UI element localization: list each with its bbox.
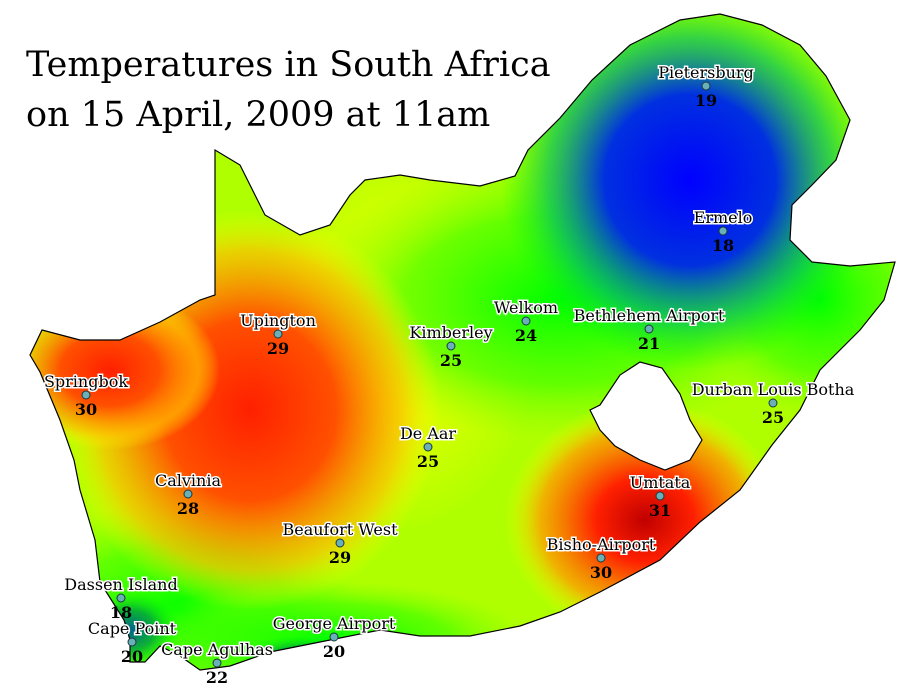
- station-springbok: Springbok 30: [42, 371, 129, 420]
- station-calvinia: Calvinia 28: [153, 470, 222, 519]
- station-temperature: 20: [323, 642, 345, 661]
- station-beaufort-west: Beaufort West 29: [281, 519, 400, 568]
- station-name: Upington: [240, 311, 316, 330]
- station-name: Dassen Island: [64, 575, 177, 594]
- station-temperature: 21: [638, 334, 660, 353]
- station-marker: [446, 341, 456, 351]
- station-temperature: 22: [206, 668, 228, 687]
- station-name: Beaufort West: [282, 520, 398, 539]
- station-name: Calvinia: [155, 471, 221, 490]
- map-title: Temperatures in South Africa on 15 April…: [26, 40, 551, 140]
- station-marker: [273, 329, 283, 339]
- station-welkom: Welkom 24: [492, 297, 559, 346]
- station-name: George Airport: [273, 614, 396, 633]
- station-marker: [423, 442, 433, 452]
- station-de-aar: De Aar 25: [398, 423, 457, 472]
- station-name: Ermelo: [694, 208, 753, 227]
- station-name: Umtata: [630, 473, 691, 492]
- station-umtata: Umtata 31: [628, 472, 692, 521]
- station-marker: [329, 632, 339, 642]
- station-name: Pietersburg: [658, 63, 754, 82]
- station-temperature: 30: [75, 400, 97, 419]
- station-marker: [768, 398, 778, 408]
- station-temperature: 31: [649, 501, 671, 520]
- station-marker: [116, 593, 126, 603]
- station-marker: [701, 81, 711, 91]
- station-marker: [644, 324, 654, 334]
- station-temperature: 20: [121, 647, 143, 666]
- station-upington: Upington 29: [239, 310, 318, 359]
- station-kimberley: Kimberley 25: [408, 322, 494, 371]
- station-temperature: 18: [110, 603, 132, 622]
- station-temperature: 28: [177, 499, 199, 518]
- station-temperature: 29: [267, 339, 289, 358]
- station-name: Durban Louis Botha: [692, 380, 855, 399]
- station-name: Kimberley: [409, 323, 492, 342]
- station-durban-louis-botha: Durban Louis Botha 25: [690, 379, 856, 428]
- station-marker: [718, 226, 728, 236]
- station-name: De Aar: [400, 424, 456, 443]
- station-name: Bisho-Airport: [547, 535, 656, 554]
- station-marker: [127, 637, 137, 647]
- station-marker: [212, 658, 222, 668]
- station-temperature: 25: [762, 408, 784, 427]
- station-name: Springbok: [44, 372, 128, 391]
- station-george-airport: George Airport 20: [271, 613, 397, 662]
- station-dassen-island: Dassen Island 18: [63, 574, 179, 623]
- station-name: Cape Agulhas: [161, 640, 273, 659]
- station-pietersburg: Pietersburg 19: [657, 62, 756, 111]
- station-marker: [655, 491, 665, 501]
- station-temperature: 29: [329, 548, 351, 567]
- station-marker: [596, 553, 606, 563]
- station-temperature: 30: [590, 563, 612, 582]
- station-temperature: 25: [440, 351, 462, 370]
- map-title-line1: Temperatures in South Africa: [26, 45, 551, 85]
- map-title-line2: on 15 April, 2009 at 11am: [26, 95, 491, 135]
- station-cape-point: Cape Point 20: [86, 618, 178, 667]
- station-temperature: 18: [712, 236, 734, 255]
- station-bethlehem-airport: Bethlehem Airport 21: [572, 305, 726, 354]
- station-cape-agulhas: Cape Agulhas 22: [160, 639, 275, 688]
- station-bisho-airport: Bisho-Airport 30: [545, 534, 657, 583]
- station-name: Welkom: [494, 298, 558, 317]
- station-temperature: 24: [515, 326, 537, 345]
- station-marker: [183, 489, 193, 499]
- station-name: Cape Point: [88, 619, 177, 638]
- station-marker: [335, 538, 345, 548]
- station-name: Bethlehem Airport: [574, 306, 725, 325]
- station-temperature: 25: [417, 452, 439, 471]
- station-temperature: 19: [695, 91, 717, 110]
- station-ermelo: Ermelo 18: [692, 207, 754, 256]
- station-marker: [81, 390, 91, 400]
- station-marker: [521, 316, 531, 326]
